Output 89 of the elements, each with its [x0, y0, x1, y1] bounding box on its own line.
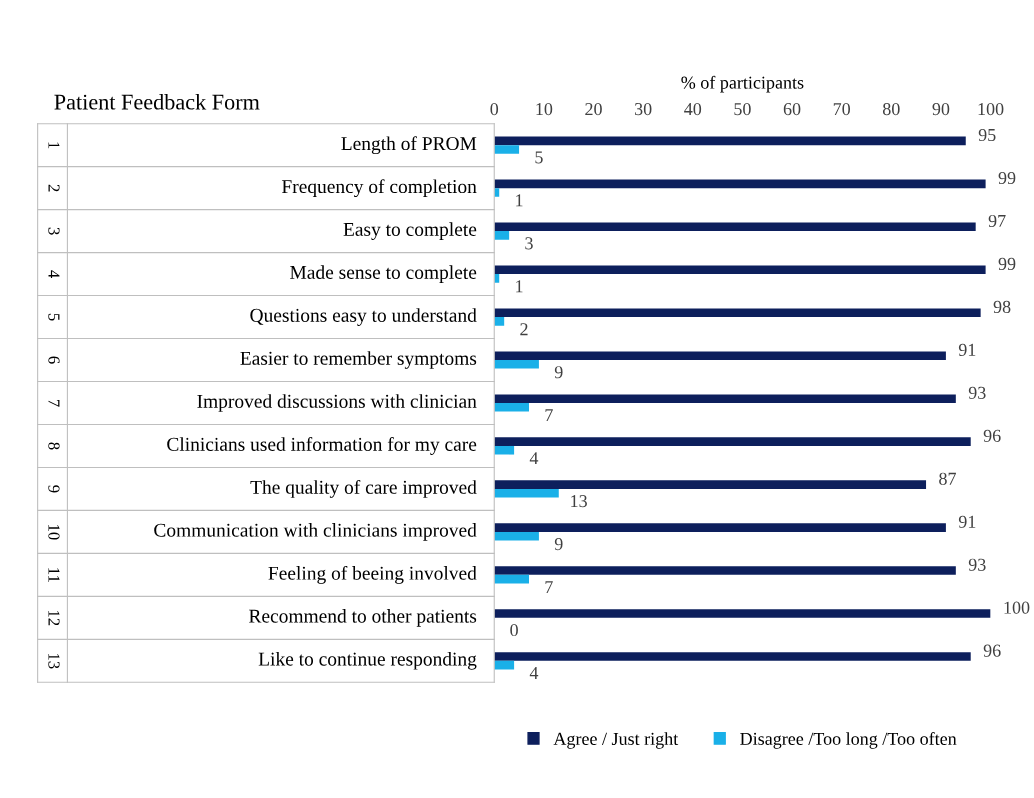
y-tick-label: Clinicians used information for my care: [167, 437, 477, 455]
x-tick-label: 30: [634, 102, 652, 116]
data-label: 1: [516, 280, 523, 293]
data-label: 97: [988, 214, 1006, 228]
data-label: 96: [983, 429, 1001, 442]
bar: [494, 394, 956, 403]
bar: [494, 351, 946, 361]
text: 6: [48, 356, 60, 364]
bar: [494, 231, 510, 240]
data-label: 9: [554, 538, 563, 551]
x-tick-label: 70: [833, 102, 851, 116]
data-label: 2: [520, 323, 528, 336]
bar: [494, 136, 966, 146]
bar: [494, 145, 520, 154]
text: 3: [48, 227, 60, 235]
y-tick-label: Easier to remember symptoms: [240, 351, 477, 369]
data-label: 4: [529, 667, 539, 679]
bar: [494, 265, 986, 275]
y-tick-label: Like to continue responding: [258, 651, 477, 670]
data-label: 7: [545, 581, 553, 593]
x-tick-label: 100: [978, 102, 1004, 116]
data-label: 13: [571, 495, 587, 508]
data-label: 7: [545, 409, 553, 422]
text: 4: [48, 270, 60, 278]
y-tick-label: Recommend to other patients: [249, 609, 477, 627]
text: 9: [48, 485, 60, 493]
y-tick-label: Length of PROM: [341, 136, 477, 155]
data-label: 95: [978, 128, 996, 142]
data-label: 4: [529, 452, 539, 465]
y-tick-label: Improved discussions with clinician: [197, 394, 477, 412]
y-tick-label: Easy to complete: [343, 222, 477, 240]
data-label: 0: [510, 623, 518, 637]
data-label: 99: [998, 171, 1016, 185]
x-tick-label: 40: [684, 102, 702, 116]
bar: [494, 523, 946, 532]
text: Patient Feedback Form: [54, 93, 260, 110]
text: 13: [48, 653, 60, 669]
bar: [494, 609, 991, 618]
x-tick-label: 80: [882, 102, 900, 116]
y-tick-label: Frequency of completion: [281, 179, 477, 198]
data-label: 91: [958, 515, 976, 528]
bar: [494, 445, 515, 455]
data-label: 99: [998, 257, 1016, 271]
x-tick-label: 60: [783, 102, 801, 116]
y-tick-label: Communication with clinicians improved: [154, 523, 477, 541]
data-label: 93: [968, 386, 986, 399]
y-tick-label: Questions easy to understand: [250, 308, 477, 326]
text: 11: [48, 568, 60, 582]
data-label: 91: [958, 343, 976, 356]
data-label: 98: [993, 300, 1011, 313]
bar: [494, 437, 971, 446]
bar: [494, 531, 539, 541]
text: 10: [48, 525, 60, 540]
bar: [494, 402, 529, 412]
x-axis-title: % of participants: [681, 75, 804, 93]
text: 7: [48, 399, 60, 407]
bar: [494, 179, 986, 189]
bar: [494, 574, 529, 584]
bar: [494, 360, 539, 369]
x-tick-label: 50: [734, 102, 751, 116]
data-label: 93: [968, 558, 986, 571]
bar: [494, 488, 559, 498]
y-tick-label: Feeling of beeing involved: [268, 565, 477, 584]
data-label: 87: [939, 472, 956, 485]
text: 2: [48, 184, 60, 192]
text: 12: [48, 610, 60, 626]
bar: [494, 652, 971, 661]
text: 8: [48, 442, 60, 450]
legend-label: Disagree /Too long /Too often: [740, 732, 957, 749]
data-label: 1: [516, 194, 523, 207]
bar: [494, 308, 981, 318]
data-label: 9: [554, 366, 563, 379]
x-tick-label: 90: [932, 102, 950, 116]
bar: [494, 480, 927, 489]
x-tick-label: 10: [536, 102, 553, 116]
y-tick-label: Made sense to complete: [290, 265, 477, 283]
text: 5: [48, 313, 60, 321]
legend-label: Agree / Just right: [553, 732, 679, 749]
data-label: 5: [535, 151, 543, 164]
y-tick-label: The quality of care improved: [250, 479, 477, 498]
data-label: 3: [525, 237, 533, 250]
x-tick-label: 20: [585, 102, 602, 116]
bar: [494, 317, 505, 326]
bar: [494, 222, 976, 232]
bar: [494, 566, 956, 575]
x-tick-label: 0: [490, 102, 499, 116]
data-label: 96: [983, 644, 1001, 657]
data-label: 100: [1004, 601, 1030, 614]
text: 1: [48, 142, 60, 149]
